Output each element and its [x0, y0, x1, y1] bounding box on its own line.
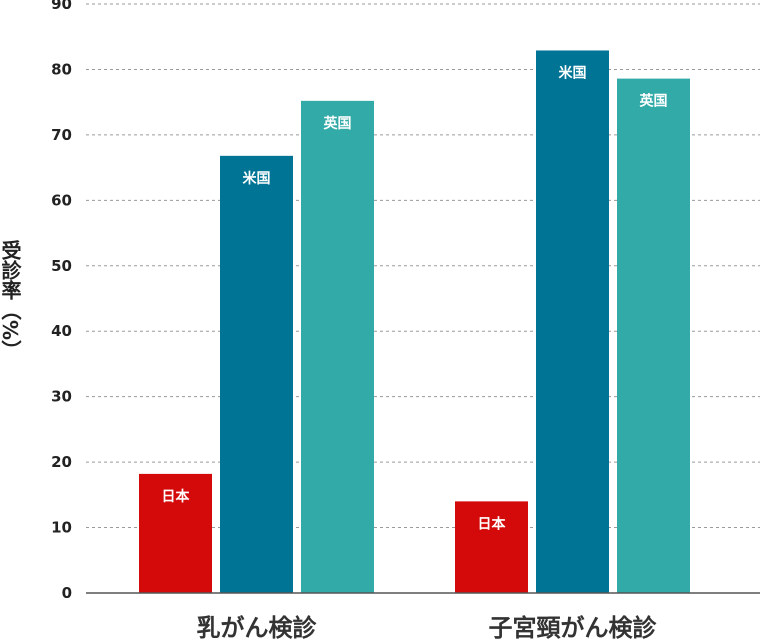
- y-tick-label: 20: [51, 453, 72, 471]
- bar-2-3: [617, 78, 690, 593]
- bars: [139, 50, 690, 593]
- y-tick-label: 30: [51, 388, 72, 406]
- y-tick-label: 10: [51, 519, 72, 537]
- bar-series-label: 英国: [639, 93, 668, 110]
- category-label: 乳がん検診: [197, 614, 318, 642]
- y-tick-label: 60: [51, 191, 72, 209]
- y-tick-label: 0: [62, 584, 72, 602]
- category-label: 子宮頸がん検診: [489, 614, 658, 642]
- bar-series-label: 英国: [323, 115, 352, 132]
- y-tick-label: 40: [51, 322, 72, 340]
- bar-series-label: 米国: [243, 170, 271, 187]
- category-labels: 乳がん検診 子宮頸がん検診: [197, 614, 658, 642]
- bar-series-label: 日本: [162, 488, 191, 505]
- y-tick-labels: 0 10 20 30 40 50 60 70 80 90: [51, 0, 72, 602]
- bar-1-3: [301, 100, 374, 593]
- bar-series-label: 日本: [478, 515, 507, 532]
- y-axis-label: 受診率（%）: [0, 239, 22, 360]
- bar-2-2: [536, 50, 609, 593]
- y-tick-label: 70: [51, 126, 72, 144]
- y-tick-label: 90: [51, 0, 72, 13]
- bar-2-1: [455, 501, 528, 593]
- y-tick-label: 50: [51, 257, 72, 275]
- bar-series-label: 米国: [559, 64, 587, 81]
- bar-1-1: [139, 473, 212, 593]
- gridlines: [86, 3, 760, 529]
- y-tick-label: 80: [51, 60, 72, 78]
- bar-1-2: [220, 155, 293, 593]
